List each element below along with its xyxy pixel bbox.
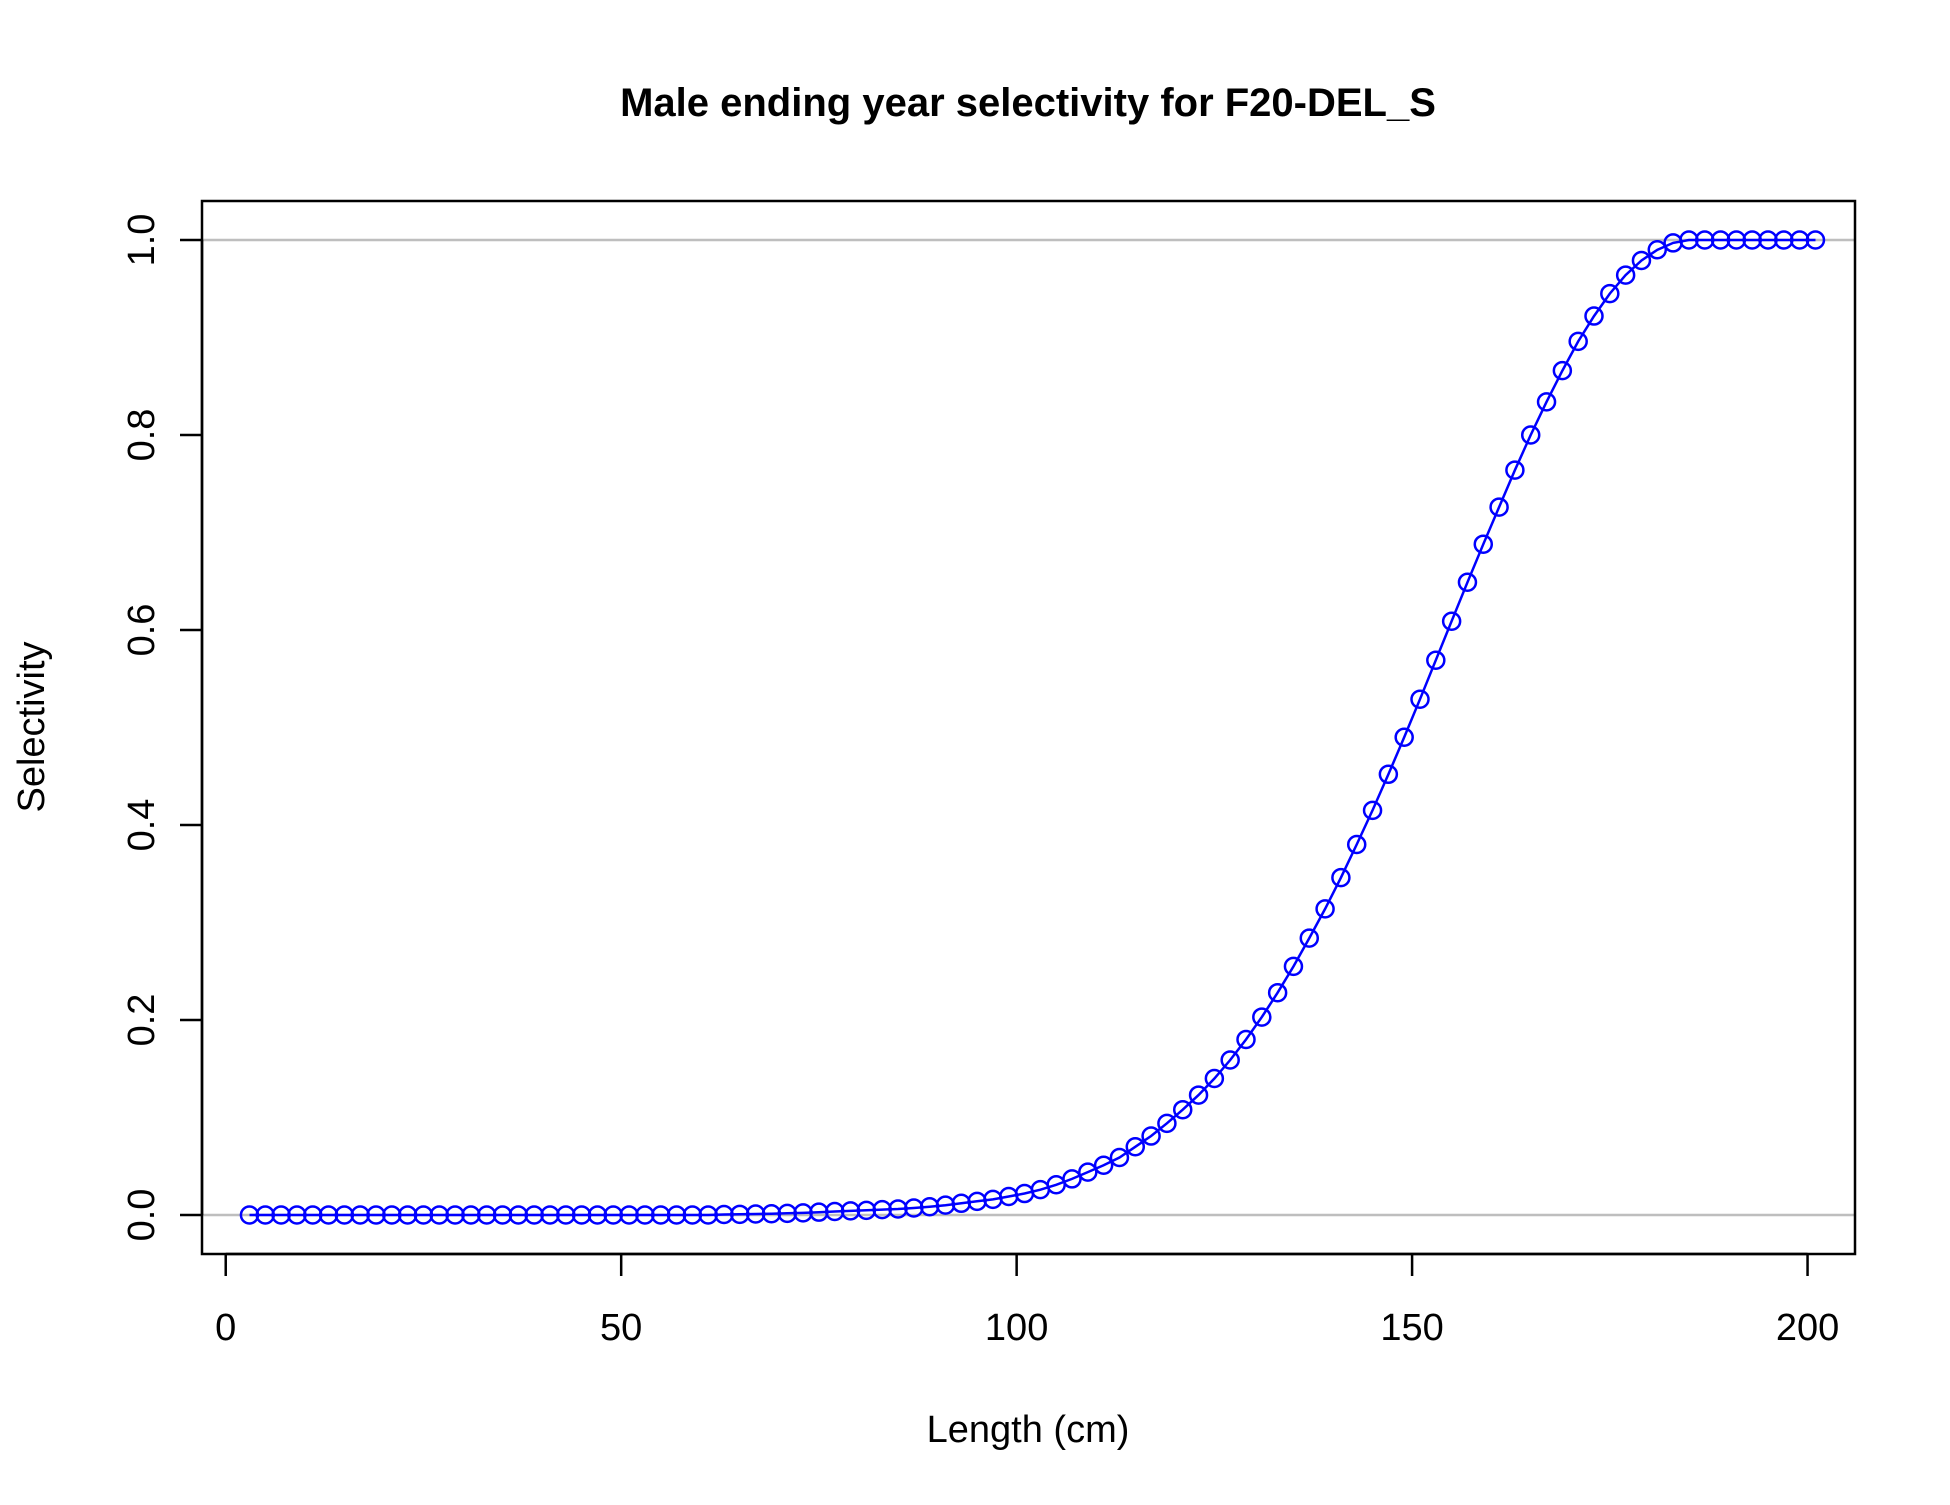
data-point	[1568, 331, 1588, 352]
x-tick-label: 50	[600, 1307, 642, 1349]
x-tick-label: 100	[985, 1307, 1048, 1349]
data-point	[1157, 1113, 1177, 1134]
data-point	[1441, 611, 1462, 631]
data-point	[1631, 250, 1652, 271]
data-point	[1109, 1147, 1130, 1168]
data-point	[1141, 1126, 1161, 1146]
data-point	[1426, 650, 1446, 670]
data-point	[1252, 1007, 1272, 1027]
data-point	[1172, 1099, 1193, 1120]
data-point	[1346, 834, 1367, 855]
x-tick-label: 200	[1776, 1307, 1839, 1349]
data-point	[1552, 360, 1573, 381]
chart-title: Male ending year selectivity for F20-DEL…	[620, 81, 1436, 125]
y-tick-label: 1.0	[121, 214, 163, 267]
data-point	[1299, 928, 1320, 948]
data-point	[1378, 764, 1399, 785]
data-point	[1600, 283, 1620, 304]
data-point	[1505, 460, 1525, 480]
y-axis-label: Selectivity	[11, 641, 53, 812]
x-axis: 0 50 100 150 200	[215, 1252, 1839, 1349]
data-point	[1536, 392, 1557, 412]
data-point	[1204, 1068, 1225, 1089]
reference-lines	[202, 238, 1855, 1217]
y-tick-label: 0.2	[121, 994, 163, 1047]
data-point	[1520, 425, 1541, 445]
data-point	[1394, 727, 1414, 747]
data-point	[1125, 1137, 1146, 1157]
y-axis: 0.0 0.2 0.4 0.6 0.8 1.0	[121, 214, 204, 1242]
data-point	[1236, 1029, 1256, 1050]
y-tick-label: 0.8	[121, 409, 163, 462]
data-point	[1188, 1085, 1209, 1105]
y-tick-label: 0.4	[121, 799, 163, 852]
data-point	[1473, 534, 1494, 554]
y-tick-label: 0.0	[121, 1189, 163, 1242]
plot-frame	[200, 199, 1857, 1256]
data-point	[1283, 956, 1304, 977]
series-layer	[239, 230, 1826, 1225]
data-point	[1315, 899, 1335, 919]
data-point	[1062, 1169, 1082, 1189]
x-tick-label: 150	[1380, 1307, 1443, 1349]
data-point	[1805, 230, 1826, 250]
data-point	[1331, 867, 1351, 888]
data-point	[1410, 689, 1430, 709]
data-point	[1362, 800, 1383, 821]
data-point	[1457, 572, 1478, 592]
data-point	[1267, 982, 1288, 1003]
data-point	[1093, 1155, 1114, 1176]
x-axis-label: Length (cm)	[927, 1409, 1130, 1451]
data-point	[1078, 1162, 1098, 1182]
series-line-0	[249, 238, 1816, 1217]
data-point	[1647, 240, 1668, 260]
data-point	[1615, 265, 1636, 285]
data-point	[1584, 306, 1604, 326]
data-point	[1220, 1050, 1240, 1070]
x-tick-label: 0	[215, 1307, 236, 1349]
y-tick-label: 0.6	[121, 604, 163, 657]
data-point	[1489, 497, 1509, 517]
